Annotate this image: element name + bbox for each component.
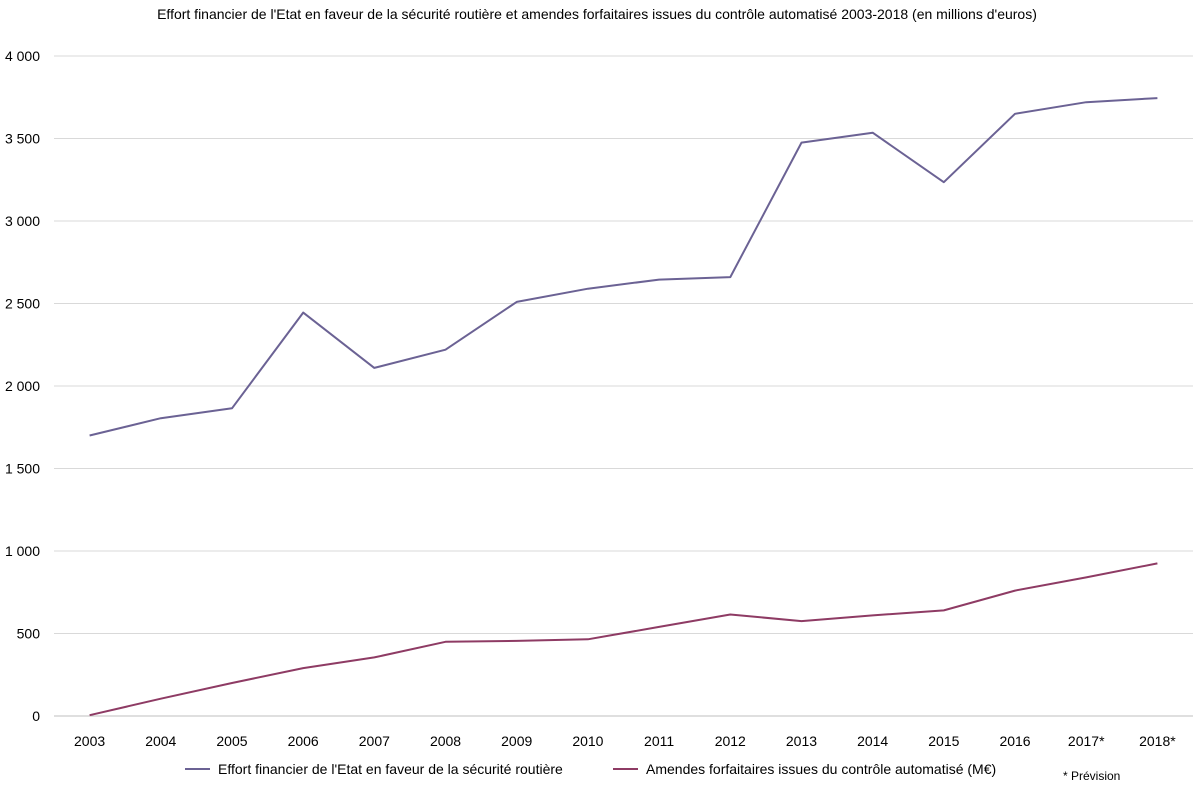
x-tick-label: 2015 (928, 733, 959, 749)
x-tick-label: 2004 (145, 733, 176, 749)
x-tick-label: 2012 (715, 733, 746, 749)
y-tick-label: 2 500 (5, 296, 40, 312)
x-tick-label: 2005 (216, 733, 247, 749)
y-axis-ticks: 0 500 1 000 1 500 2 000 2 500 3 000 3 500 4 000 (5, 48, 40, 724)
x-tick-label: 2003 (74, 733, 105, 749)
y-tick-label: 3 500 (5, 131, 40, 147)
y-tick-label: 1 000 (5, 543, 40, 559)
x-tick-label: 2009 (501, 733, 532, 749)
legend-label-amendes: Amendes forfaitaires issues du contrôle … (646, 761, 996, 777)
y-tick-label: 1 500 (5, 461, 40, 477)
series-line-1 (89, 562, 1158, 717)
x-tick-label: 2007 (359, 733, 390, 749)
x-tick-label: 2018* (1139, 733, 1176, 749)
y-tick-label: 4 000 (5, 48, 40, 64)
series-line-0 (89, 97, 1158, 437)
legend: Effort financier de l'Etat en faveur de … (185, 761, 996, 777)
x-tick-label: 2017* (1068, 733, 1105, 749)
chart-title: Effort financier de l'Etat en faveur de … (157, 6, 1037, 22)
y-tick-label: 2 000 (5, 378, 40, 394)
x-tick-label: 2011 (644, 733, 674, 749)
x-tick-label: 2006 (288, 733, 319, 749)
x-tick-label: 2014 (857, 733, 888, 749)
x-tick-label: 2008 (430, 733, 461, 749)
series-lines (89, 97, 1158, 717)
y-tick-label: 500 (17, 626, 41, 642)
gridlines (54, 55, 1193, 717)
forecast-note: * Prévision (1063, 769, 1120, 783)
y-tick-label: 3 000 (5, 213, 40, 229)
y-tick-label: 0 (32, 708, 40, 724)
legend-label-effort: Effort financier de l'Etat en faveur de … (218, 761, 563, 777)
x-tick-label: 2016 (999, 733, 1030, 749)
x-tick-label: 2013 (786, 733, 817, 749)
x-axis-ticks: 2003 2004 2005 2006 2007 2008 2009 2010 2011 2012… (74, 733, 1176, 749)
x-tick-label: 2010 (572, 733, 603, 749)
